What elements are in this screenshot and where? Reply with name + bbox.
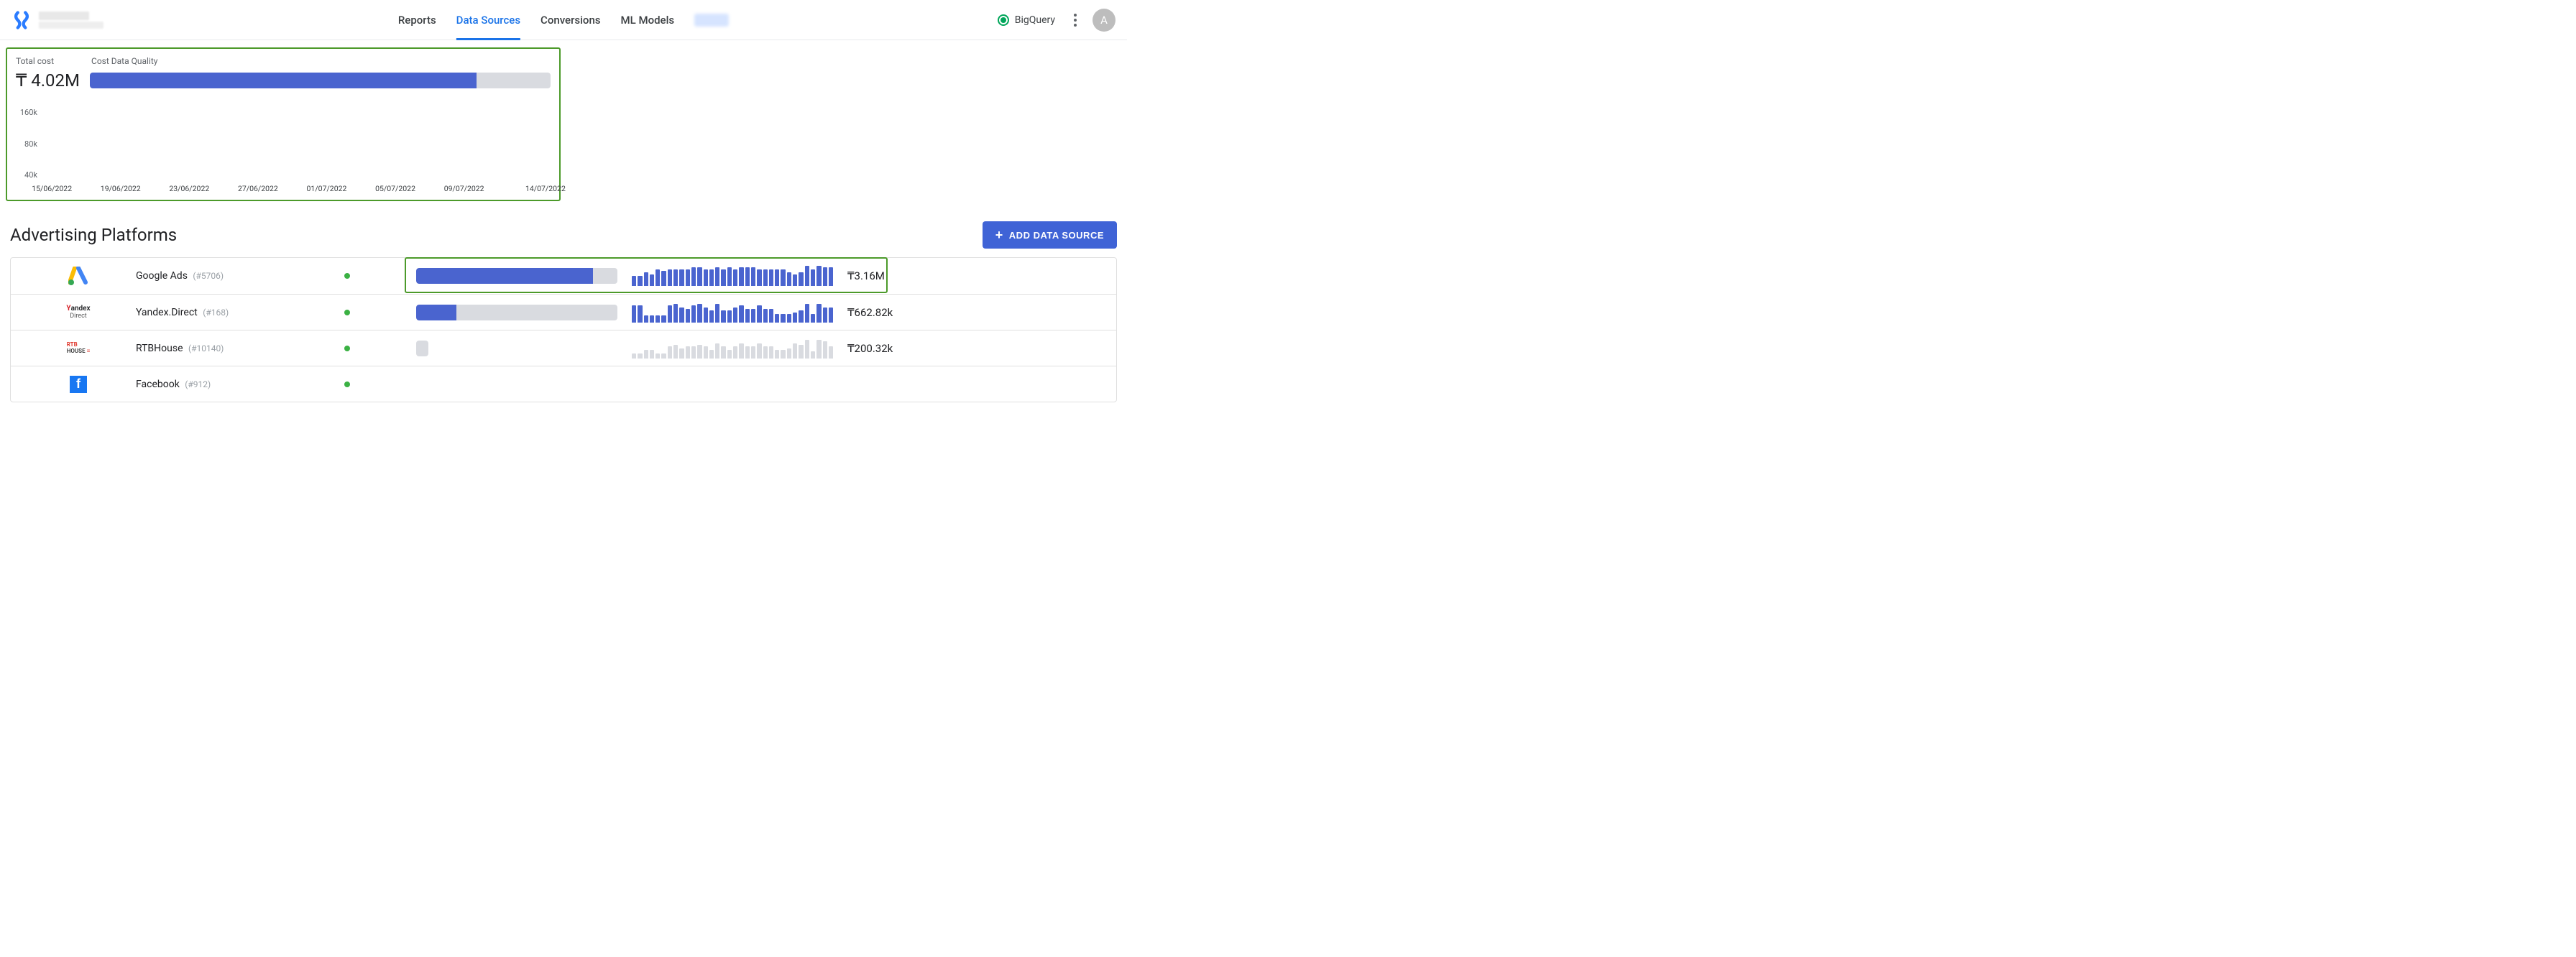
quality-bar-fill bbox=[90, 73, 477, 88]
status-indicator-icon bbox=[998, 14, 1009, 26]
add-button-label: ADD DATA SOURCE bbox=[1009, 230, 1104, 241]
nav-item-data-sources[interactable]: Data Sources bbox=[456, 0, 520, 40]
platform-logo-icon bbox=[21, 267, 136, 285]
platform-id: (#10140) bbox=[188, 343, 224, 353]
app-logo-icon bbox=[12, 10, 32, 30]
x-tick: 14/07/2022 bbox=[525, 184, 566, 193]
platform-id: (#5706) bbox=[193, 271, 224, 281]
cost-summary-card: Total cost Cost Data Quality ₸ 4.02M 160… bbox=[6, 47, 561, 201]
brand-block bbox=[12, 10, 141, 30]
platform-id: (#168) bbox=[203, 308, 229, 318]
x-tick: 23/06/2022 bbox=[169, 184, 209, 193]
add-data-source-button[interactable]: + ADD DATA SOURCE bbox=[983, 221, 1117, 249]
platform-share-bar bbox=[416, 305, 632, 320]
x-tick: 01/07/2022 bbox=[307, 184, 347, 193]
nav-item-ml-models[interactable]: ML Models bbox=[621, 0, 675, 40]
platform-name: Google Ads (#5706) bbox=[136, 270, 344, 282]
table-row[interactable]: YandexDirectYandex.Direct (#168) ₸662.82k bbox=[11, 294, 1116, 330]
app-header: ReportsData SourcesConversionsML Models … bbox=[0, 0, 1127, 40]
x-tick: 09/07/2022 bbox=[444, 184, 484, 193]
section-title: Advertising Platforms bbox=[10, 225, 177, 245]
platform-cost: ₸200.32k bbox=[847, 342, 948, 355]
platform-sparkline bbox=[632, 266, 833, 286]
x-tick: 27/06/2022 bbox=[238, 184, 278, 193]
chart-x-axis: 15/06/202219/06/202223/06/202227/06/2022… bbox=[42, 184, 551, 194]
quality-bar bbox=[90, 73, 551, 88]
daily-cost-chart: 160k 80k 40k bbox=[16, 108, 551, 180]
platform-cost: ₸3.16M bbox=[847, 269, 948, 282]
chart-bars bbox=[42, 108, 551, 180]
platforms-section: Advertising Platforms + ADD DATA SOURCE … bbox=[0, 201, 1127, 417]
y-tick: 80k bbox=[24, 139, 37, 149]
platform-name: Facebook (#912) bbox=[136, 379, 344, 390]
connection-status[interactable]: BigQuery bbox=[998, 14, 1055, 26]
platform-status-dot bbox=[344, 310, 416, 315]
platform-status-dot bbox=[344, 346, 416, 351]
summary-labels: Total cost Cost Data Quality bbox=[16, 56, 551, 66]
platform-sparkline bbox=[632, 338, 833, 359]
platform-id: (#912) bbox=[185, 379, 211, 389]
platform-logo-icon: f bbox=[21, 376, 136, 393]
brand-text-redacted bbox=[39, 11, 104, 29]
table-row[interactable]: RTBHOUSE ≡RTBHouse (#10140) ₸200.32k bbox=[11, 330, 1116, 366]
platform-sparkline bbox=[632, 374, 833, 394]
chart-y-axis: 160k 80k 40k bbox=[16, 108, 42, 180]
quality-label: Cost Data Quality bbox=[91, 56, 157, 66]
x-tick: 05/07/2022 bbox=[375, 184, 415, 193]
platform-share-bar bbox=[416, 268, 632, 284]
more-menu-button[interactable] bbox=[1068, 8, 1080, 32]
table-row[interactable]: fFacebook (#912) bbox=[11, 366, 1116, 402]
platform-cost: ₸662.82k bbox=[847, 306, 948, 319]
platform-logo-icon: RTBHOUSE ≡ bbox=[21, 342, 136, 355]
x-tick: 15/06/2022 bbox=[32, 184, 72, 193]
platform-sparkline bbox=[632, 302, 833, 323]
nav-item-conversions[interactable]: Conversions bbox=[540, 0, 600, 40]
nav-item-reports[interactable]: Reports bbox=[398, 0, 436, 40]
platform-status-dot bbox=[344, 382, 416, 387]
y-tick: 160k bbox=[20, 108, 37, 117]
header-right: BigQuery A bbox=[998, 8, 1116, 32]
nav-item-redacted[interactable] bbox=[694, 14, 729, 27]
platforms-table: Google Ads (#5706) ₸3.16M YandexDirectYand… bbox=[10, 257, 1117, 402]
status-label: BigQuery bbox=[1015, 14, 1055, 26]
table-row[interactable]: Google Ads (#5706) ₸3.16M bbox=[11, 258, 1116, 294]
plus-icon: + bbox=[995, 228, 1003, 241]
x-tick: 19/06/2022 bbox=[101, 184, 141, 193]
platform-share-bar bbox=[416, 341, 632, 356]
total-cost-value: ₸ 4.02M bbox=[16, 70, 80, 91]
y-tick: 40k bbox=[24, 170, 37, 180]
platform-status-dot bbox=[344, 273, 416, 279]
main-nav: Reports Data Sources Conversions ML Models bbox=[398, 0, 729, 40]
avatar[interactable]: A bbox=[1092, 9, 1116, 32]
platform-logo-icon: YandexDirect bbox=[21, 305, 136, 320]
platform-name: RTBHouse (#10140) bbox=[136, 343, 344, 354]
total-cost-label: Total cost bbox=[16, 56, 54, 66]
platform-name: Yandex.Direct (#168) bbox=[136, 307, 344, 318]
